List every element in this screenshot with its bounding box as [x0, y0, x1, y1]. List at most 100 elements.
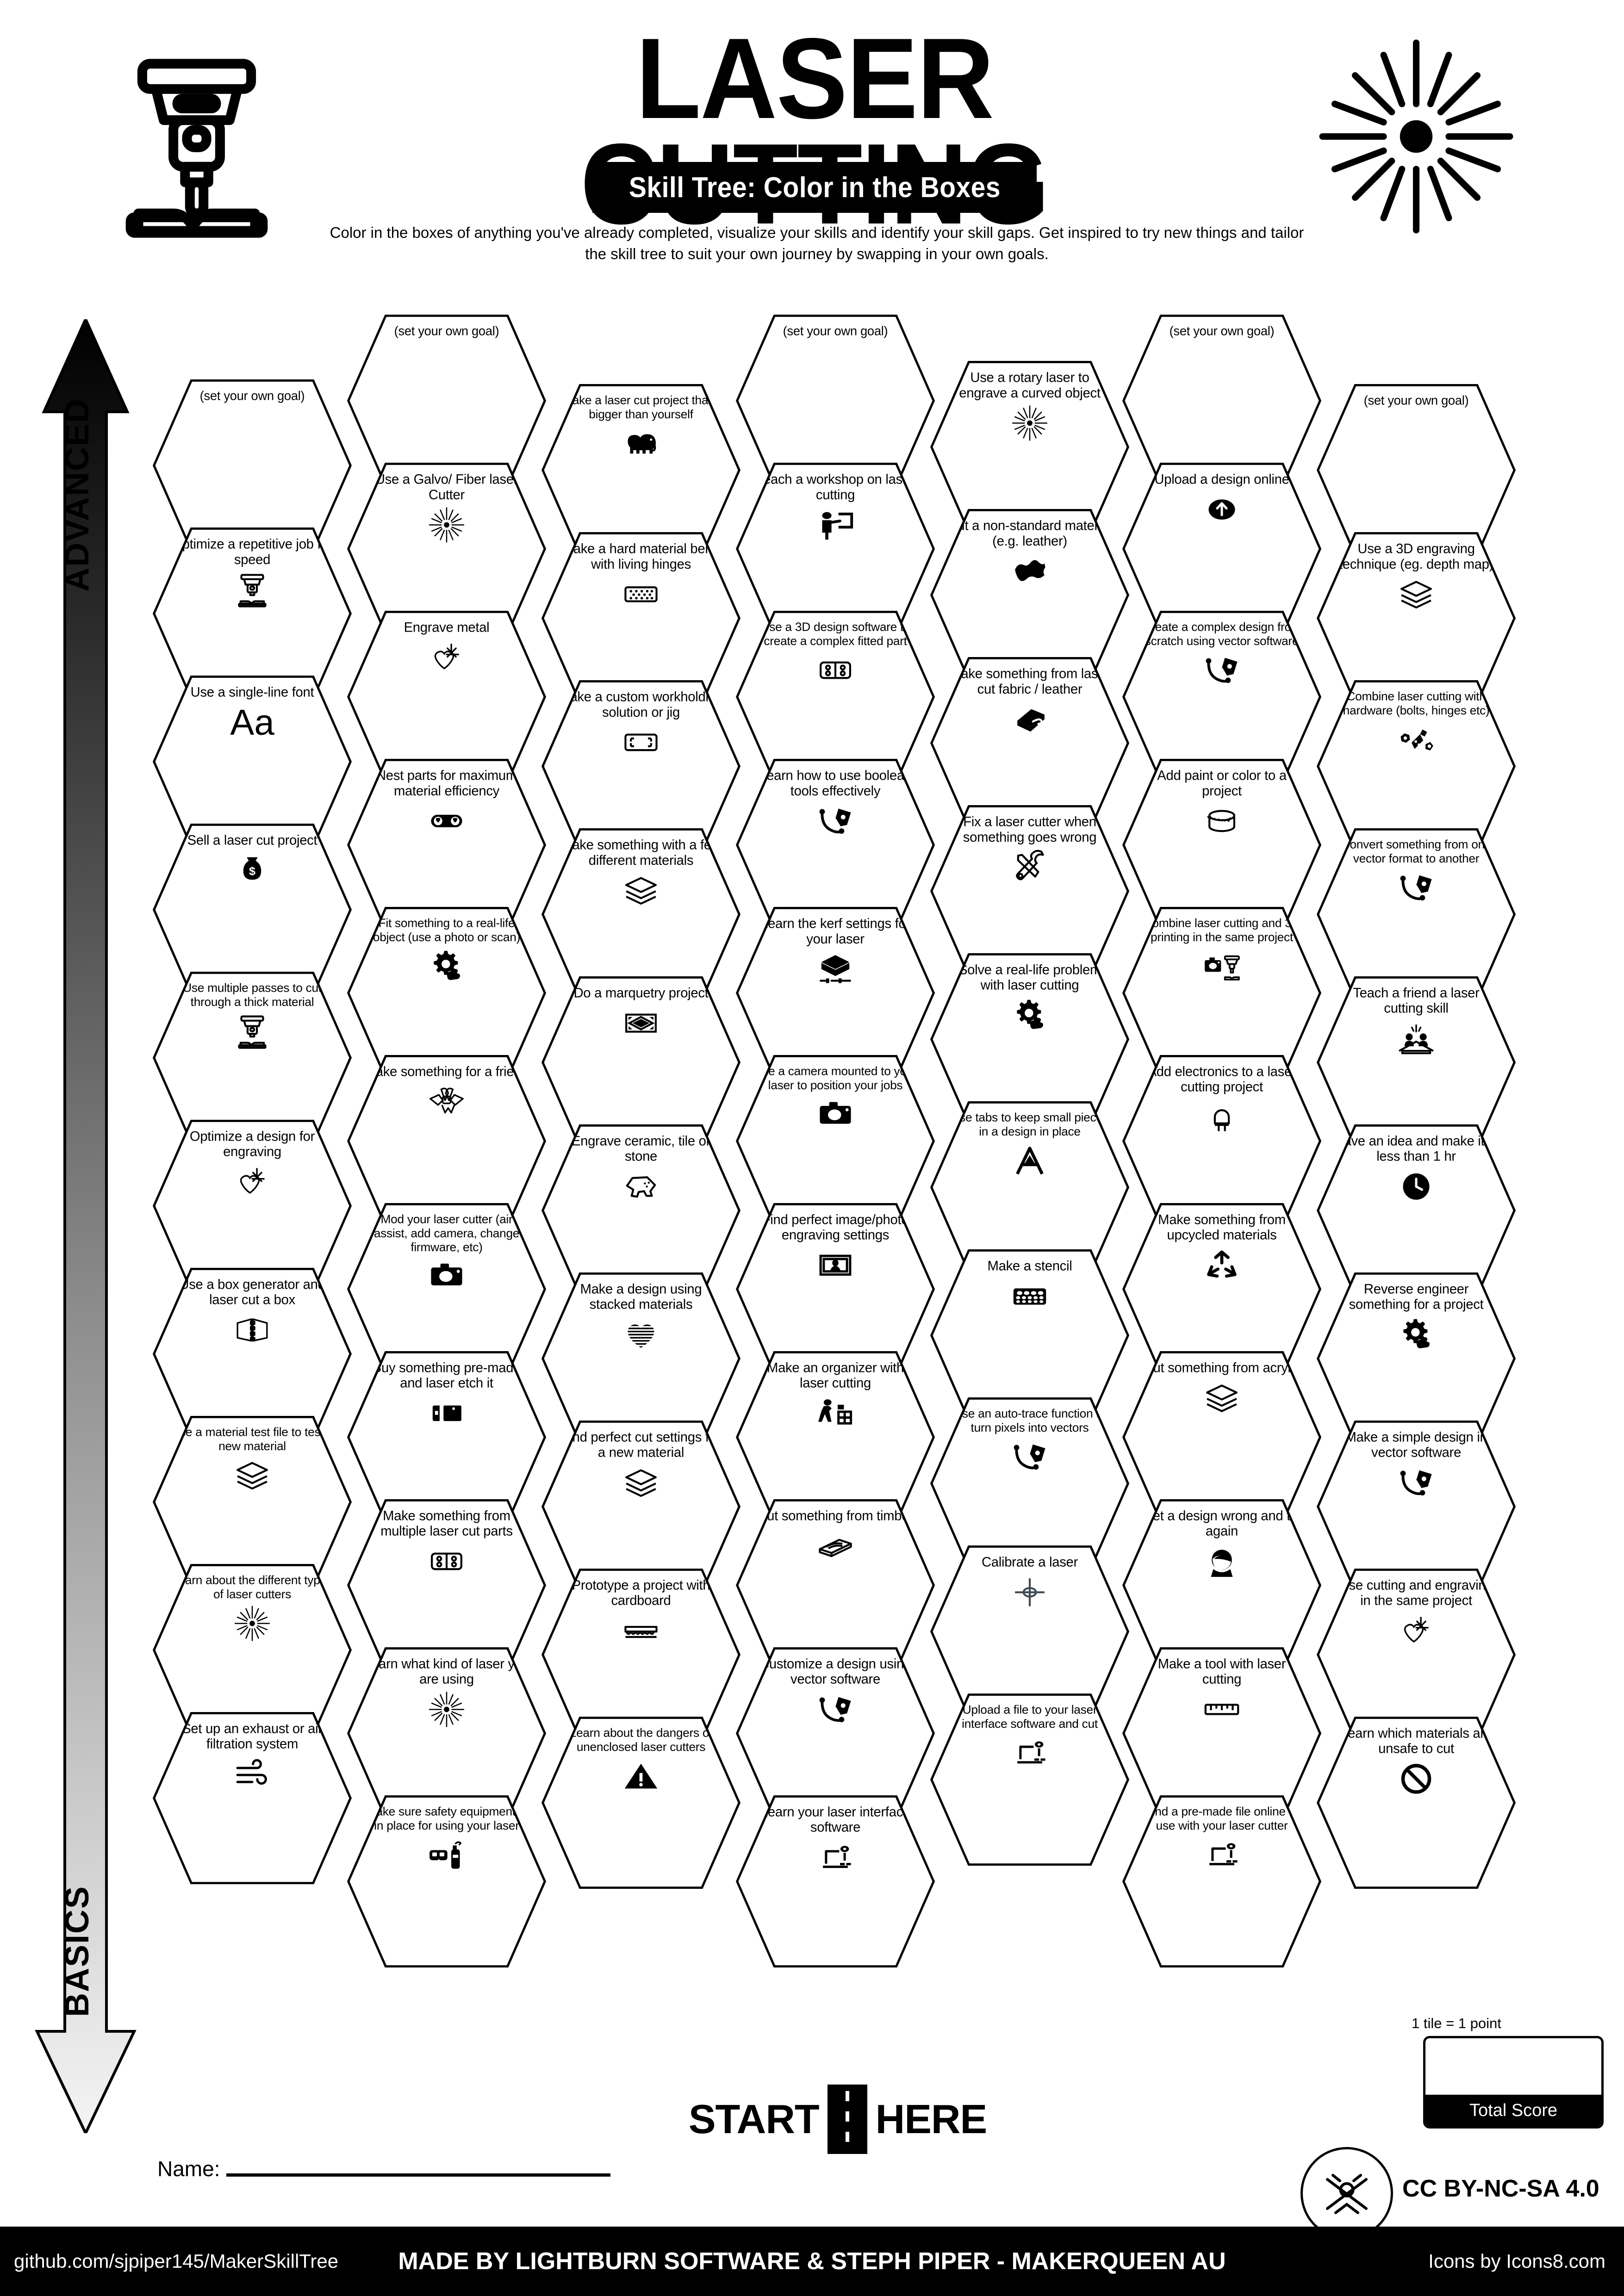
skill-hex[interactable]: Add paint or color to a project — [1122, 759, 1321, 931]
skill-hex[interactable]: Learn the kerf settings for your laser — [736, 907, 935, 1079]
skill-hex[interactable]: Make a custom workholding solution or ji… — [541, 680, 740, 852]
skill-hex[interactable]: Convert something from one vector format… — [1317, 828, 1516, 1000]
skill-hex-inner: Mod your laser cutter (air assist, add c… — [349, 1205, 544, 1373]
footer-icons-credit[interactable]: Icons by Icons8.com — [1428, 2250, 1605, 2272]
skill-label: Make a simple design in vector software — [1345, 1430, 1487, 1460]
skill-hex[interactable]: Use a material test file to test a new m… — [153, 1416, 352, 1588]
recycle-icon — [1202, 1246, 1241, 1285]
skill-hex[interactable]: Use a rotary laser to engrave a curved o… — [930, 361, 1129, 533]
domino-icon — [427, 1542, 466, 1581]
skill-hex[interactable]: (set your own goal) — [736, 315, 935, 487]
skill-hex[interactable]: Use a Galvo/ Fiber laser Cutter — [347, 463, 546, 635]
skill-hex[interactable]: Buy something pre-made and laser etch it — [347, 1351, 546, 1523]
skill-hex[interactable]: Make a tool with laser cutting — [1122, 1647, 1321, 1819]
laser-burst-icon — [1310, 35, 1523, 238]
skill-hex[interactable]: Upload a design online — [1122, 463, 1321, 635]
skill-hex[interactable]: Fit something to a real-life object (use… — [347, 907, 546, 1079]
skill-hex[interactable]: Make something for a friend — [347, 1055, 546, 1227]
skill-hex-inner: Upload a file to your laser interface so… — [933, 1695, 1127, 1864]
skill-hex[interactable]: (set your own goal) — [347, 315, 546, 487]
skill-hex[interactable]: Combine laser cutting and 3D printing in… — [1122, 907, 1321, 1079]
skill-hex[interactable]: Use a single-line font Aa — [153, 676, 352, 848]
skill-label: Get a design wrong and try again — [1142, 1508, 1301, 1539]
skill-hex[interactable]: Find a pre-made file online to use with … — [1122, 1795, 1321, 1967]
skill-hex[interactable]: Do a marquetry project — [541, 976, 740, 1148]
skill-hex[interactable]: Find perfect cut settings for a new mate… — [541, 1421, 740, 1593]
skill-hex[interactable]: Teach a friend a laser cutting skill — [1317, 976, 1516, 1148]
name-field-row[interactable]: Name: — [157, 2156, 611, 2181]
skill-hex[interactable]: Learn your laser interface software — [736, 1795, 935, 1967]
skill-hex-inner: Make something with a few different mate… — [544, 830, 738, 999]
skill-hex[interactable]: Cut something from acrylic — [1122, 1351, 1321, 1523]
skill-hex[interactable]: Learn about the dangers of unenclosed la… — [541, 1717, 740, 1889]
skill-label: Use cutting and engraving in the same pr… — [1339, 1578, 1493, 1608]
skill-hex[interactable]: Calibrate a laser — [930, 1545, 1129, 1718]
skill-hex[interactable]: Make a hard material bend with living hi… — [541, 532, 740, 704]
skill-hex-inner: Have an idea and make it in less than 1 … — [1319, 1126, 1513, 1295]
stencil-icon — [1010, 1277, 1049, 1316]
skill-hex[interactable]: Teach a workshop on laser cutting — [736, 463, 935, 635]
skill-hex[interactable]: Make sure safety equipment is in place f… — [347, 1795, 546, 1967]
skill-hex[interactable]: Make something with a few different mate… — [541, 828, 740, 1000]
skill-hex-inner: Make a custom workholding solution or ji… — [544, 682, 738, 850]
footer-github-link[interactable]: github.com/sjpiper145/MakerSkillTree — [14, 2250, 339, 2272]
skill-hex[interactable]: Make a laser cut project that's bigger t… — [541, 384, 740, 556]
skill-hex[interactable]: Add electronics to a laser cutting proje… — [1122, 1055, 1321, 1227]
skill-hex[interactable]: Use a 3D engraving technique (eg. depth … — [1317, 532, 1516, 704]
skill-hex[interactable]: Create a complex design from scratch usi… — [1122, 611, 1321, 783]
skill-hex[interactable]: Optimize a repetitive job for speed — [153, 527, 352, 700]
skill-label: Cut a non-standard material (e.g. leathe… — [947, 518, 1112, 549]
engrave-heart-icon — [1397, 1612, 1436, 1651]
skill-hex[interactable]: (set your own goal) — [1317, 384, 1516, 556]
skill-hex[interactable]: Make an organizer with laser cutting — [736, 1351, 935, 1523]
skill-hex[interactable]: Get a design wrong and try again — [1122, 1499, 1321, 1671]
skill-hex[interactable]: Make something from multiple laser cut p… — [347, 1499, 546, 1671]
skill-label: Prototype a project with cardboard — [572, 1578, 710, 1608]
skill-hex[interactable]: Make a design using stacked materials — [541, 1272, 740, 1445]
skill-hex[interactable]: Learn about the different types of laser… — [153, 1564, 352, 1736]
skill-hex[interactable]: Have an idea and make it in less than 1 … — [1317, 1124, 1516, 1297]
skill-hex[interactable]: Use tabs to keep small pieces in a desig… — [930, 1101, 1129, 1273]
skill-hex[interactable]: Upload a file to your laser interface so… — [930, 1694, 1129, 1866]
skill-hex[interactable]: Engrave metal — [347, 611, 546, 783]
skill-hex[interactable]: Customize a design using vector software — [736, 1647, 935, 1819]
skill-hex[interactable]: Combine laser cutting with hardware (bol… — [1317, 680, 1516, 852]
skill-hex-inner: Find perfect image/photo engraving setti… — [738, 1205, 933, 1373]
skill-hex[interactable]: Sell a laser cut project $ — [153, 824, 352, 996]
name-write-line[interactable] — [226, 2173, 611, 2177]
skill-hex[interactable]: Make something from upcycled materials — [1122, 1203, 1321, 1375]
camera-icon — [816, 1095, 855, 1134]
skill-hex[interactable]: Use cutting and engraving in the same pr… — [1317, 1569, 1516, 1741]
skill-hex[interactable]: Learn what kind of laser you are using — [347, 1647, 546, 1819]
skill-hex[interactable]: (set your own goal) — [153, 379, 352, 552]
skill-hex[interactable]: Fix a laser cutter when something goes w… — [930, 805, 1129, 977]
skill-hex[interactable]: Use a camera mounted to your laser to po… — [736, 1055, 935, 1227]
skill-hex[interactable]: Learn which materials are unsafe to cut — [1317, 1717, 1516, 1889]
skill-hex[interactable]: Use multiple passes to cut through a thi… — [153, 972, 352, 1144]
skill-hex[interactable]: Make a simple design in vector software — [1317, 1421, 1516, 1593]
skill-hex[interactable]: Make something from laser cut fabric / l… — [930, 657, 1129, 829]
skill-hex[interactable]: Make a stencil — [930, 1249, 1129, 1421]
skill-hex[interactable]: Nest parts for maximum material efficien… — [347, 759, 546, 931]
skill-hex[interactable]: Use an auto-trace function to turn pixel… — [930, 1397, 1129, 1570]
skill-hex[interactable]: Solve a real-life problem with laser cut… — [930, 953, 1129, 1125]
material-stack-icon — [1202, 1378, 1241, 1417]
paint-can-icon — [1202, 802, 1241, 841]
engrave-heart-icon — [233, 1163, 272, 1202]
skill-hex[interactable]: Learn how to use boolean tools effective… — [736, 759, 935, 931]
skill-hex[interactable]: Optimize a design for engraving — [153, 1120, 352, 1292]
skill-hex[interactable]: Set up an exhaust or air filtration syst… — [153, 1712, 352, 1884]
skill-hex-inner: Add electronics to a laser cutting proje… — [1125, 1057, 1319, 1225]
skill-hex[interactable]: Engrave ceramic, tile or stone — [541, 1124, 740, 1297]
skill-hex[interactable]: (set your own goal) — [1122, 315, 1321, 487]
skill-hex[interactable]: Mod your laser cutter (air assist, add c… — [347, 1203, 546, 1375]
pen-tool-icon — [1202, 651, 1241, 689]
skill-hex[interactable]: Prototype a project with cardboard — [541, 1569, 740, 1741]
skill-hex[interactable]: Use a box generator and laser cut a box — [153, 1268, 352, 1440]
total-score-box[interactable]: Total Score — [1423, 2036, 1604, 2128]
skill-hex[interactable]: Reverse engineer something for a project — [1317, 1272, 1516, 1445]
skill-hex[interactable]: Use a 3D design software to create a com… — [736, 611, 935, 783]
skill-hex[interactable]: Find perfect image/photo engraving setti… — [736, 1203, 935, 1375]
skill-hex[interactable]: Cut a non-standard material (e.g. leathe… — [930, 509, 1129, 681]
skill-hex[interactable]: Cut something from timber — [736, 1499, 935, 1671]
